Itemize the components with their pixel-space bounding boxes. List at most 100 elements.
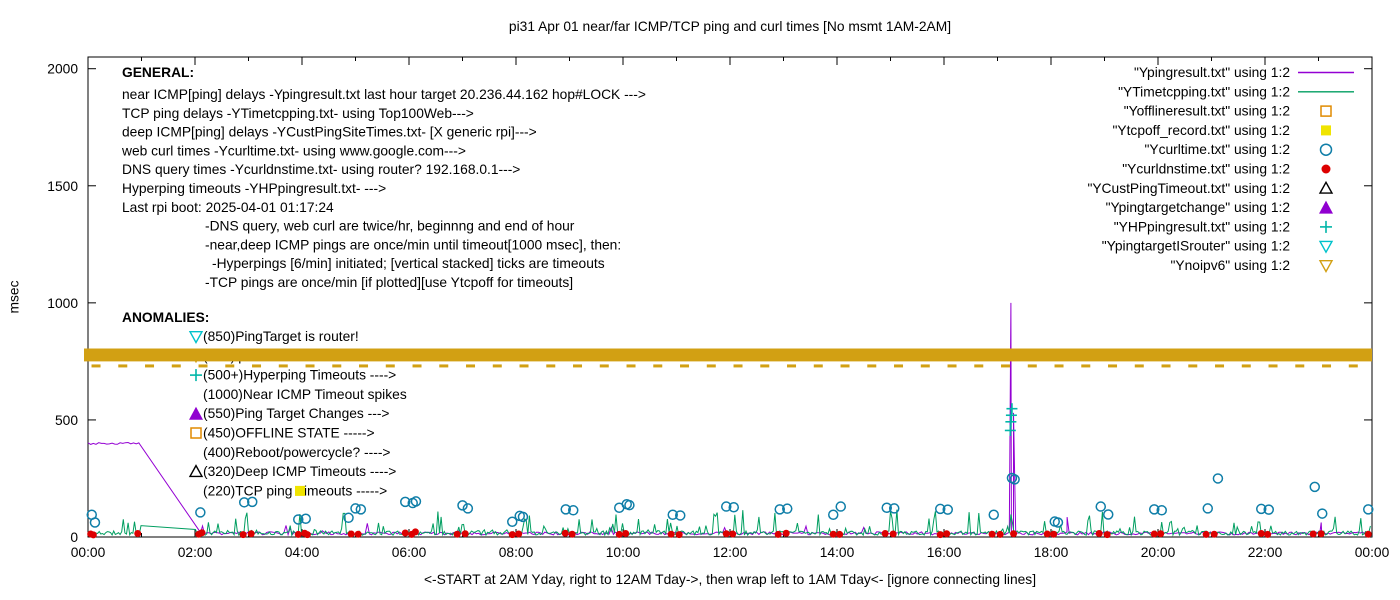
circle-open-marker <box>1316 508 1328 519</box>
noipv6-band-tick <box>787 364 797 368</box>
noipv6-band-tick <box>733 364 743 368</box>
x-tick-label: 14:00 <box>820 545 855 560</box>
circle-filled-marker <box>1257 529 1265 537</box>
triangle-filled-marker <box>1319 200 1333 214</box>
circle-filled-marker <box>1321 164 1331 174</box>
circle-filled-marker <box>1210 530 1218 538</box>
square-filled-marker <box>295 485 305 496</box>
legend-label: "YTimetcpping.txt" using 1:2 <box>1118 84 1290 99</box>
noipv6-band-tick <box>894 364 904 368</box>
circle-filled-marker <box>303 531 311 539</box>
circle-open-marker <box>462 503 474 514</box>
circle-filled-marker <box>615 530 623 538</box>
circle-filled-marker <box>453 530 461 538</box>
circle-filled-marker <box>247 530 255 538</box>
circle-filled-marker <box>1309 530 1317 538</box>
circle-filled-marker <box>675 531 683 539</box>
general-line: TCP ping delays -YTimetcpping.txt- using… <box>122 106 474 121</box>
circle-open-marker <box>1212 473 1224 484</box>
general-line: Hyperping timeouts -YHPpingresult.txt- -… <box>122 181 386 196</box>
triangle-open-marker <box>1318 180 1334 194</box>
circle-open-marker <box>517 511 529 523</box>
circle-filled-marker <box>667 530 675 538</box>
noipv6-band-tick <box>546 364 556 368</box>
circle-open-marker <box>1009 474 1020 485</box>
circle-filled-marker <box>622 529 630 537</box>
noipv6-band-tick <box>1001 364 1011 368</box>
circle-filled-marker <box>89 531 97 539</box>
noipv6-band-tick <box>385 364 395 368</box>
noipv6-band-tick <box>1027 364 1037 368</box>
circle-open-marker <box>410 496 422 507</box>
y-tick-label: 500 <box>55 413 78 428</box>
circle-filled-marker <box>1317 530 1325 538</box>
legend-label: "Ypingresult.txt" using 1:2 <box>1134 65 1290 80</box>
circle-filled-marker <box>508 531 516 539</box>
noipv6-band-tick <box>706 364 716 368</box>
circle-open-marker <box>624 499 635 511</box>
noipv6-band-tick <box>1268 364 1278 368</box>
circle-open-marker <box>355 504 367 515</box>
circle-filled-marker <box>1050 530 1058 538</box>
general-heading: GENERAL: <box>122 65 194 80</box>
noipv6-band-tick <box>1348 364 1358 368</box>
triangle-filled-marker <box>189 406 203 420</box>
square-filled-marker <box>1321 125 1331 136</box>
circle-open-marker <box>1319 143 1333 156</box>
circle-open-marker <box>343 512 354 524</box>
noipv6-band-tick <box>439 364 449 368</box>
circle-open-marker <box>674 510 686 521</box>
x-tick-label: 04:00 <box>285 545 320 560</box>
circle-open-marker <box>1149 504 1160 515</box>
circle-filled-marker <box>401 529 409 537</box>
circle-filled-marker <box>774 530 782 538</box>
noipv6-band-tick <box>573 364 583 368</box>
noipv6-band-tick <box>867 364 877 368</box>
triangle-down-open-marker <box>1318 240 1334 254</box>
general-line: web curl times -Ycurltime.txt- using www… <box>121 143 466 158</box>
circle-filled-marker <box>829 530 837 538</box>
circle-filled-marker <box>515 530 523 538</box>
legend-label: "YHPpingresult.txt" using 1:2 <box>1114 219 1290 234</box>
y-tick-label: 1500 <box>47 179 78 194</box>
noipv6-band-tick <box>145 364 155 368</box>
legend-label: "YCustPingTimeout.txt" using 1:2 <box>1087 181 1290 196</box>
general-line: Last rpi boot: 2025-04-01 01:17:24 <box>122 200 334 215</box>
circle-open-marker <box>1363 504 1374 515</box>
noipv6-band-tick <box>760 364 770 368</box>
circle-open-marker <box>293 514 304 525</box>
noipv6-band-tick <box>1215 364 1225 368</box>
circle-open-marker <box>1102 509 1114 520</box>
general-line: -DNS query, web curl are twice/hr, begin… <box>205 219 575 234</box>
circle-open-marker <box>728 502 739 513</box>
circle-filled-marker <box>411 528 419 536</box>
noipv6-band-tick <box>1081 364 1091 368</box>
triangle-open-marker <box>188 464 204 478</box>
circle-open-marker <box>507 516 518 528</box>
noipv6-band-tick <box>974 364 984 368</box>
circle-filled-marker <box>729 530 737 538</box>
y-tick-label: 0 <box>70 530 78 545</box>
noipv6-band-tick <box>1161 364 1171 368</box>
general-line: near ICMP[ping] delays -Ypingresult.txt … <box>122 87 646 102</box>
circle-open-marker <box>988 509 1000 521</box>
circle-open-marker <box>567 505 579 516</box>
circle-filled-marker <box>198 529 206 537</box>
noipv6-band-tick <box>519 364 529 368</box>
square-open-marker <box>1320 105 1332 117</box>
x-tick-label: 20:00 <box>1141 545 1176 560</box>
circle-open-marker <box>300 513 311 524</box>
circle-filled-marker <box>347 530 355 538</box>
circle-open-marker <box>560 504 572 515</box>
noipv6-band-tick <box>332 364 342 368</box>
circle-filled-marker <box>881 529 889 537</box>
y-tick-label: 1000 <box>47 296 78 311</box>
general-line: -near,deep ICMP pings are once/min until… <box>205 237 621 252</box>
noipv6-band-tick <box>359 364 369 368</box>
triangle-down-open-marker <box>1318 260 1334 273</box>
triangle-down-open-marker <box>188 331 204 344</box>
circle-filled-marker <box>354 530 362 538</box>
legend-label: "Ycurltime.txt" using 1:2 <box>1144 142 1290 157</box>
circle-open-marker <box>1095 501 1107 512</box>
